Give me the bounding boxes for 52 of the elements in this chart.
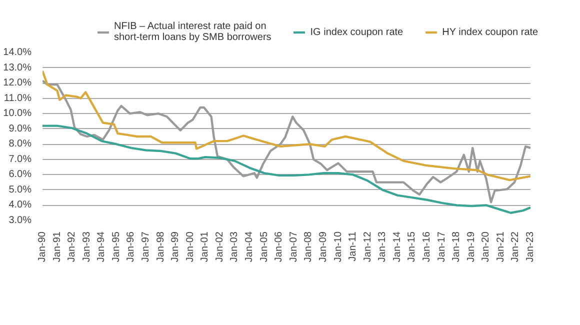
- x-tick-label: Jan-17: [436, 231, 448, 262]
- y-tick-label: 9.0%: [8, 123, 32, 134]
- x-tick-label: Jan-15: [406, 231, 418, 262]
- y-tick-label: 5.0%: [8, 184, 32, 196]
- x-tick-label: Jan-92: [66, 231, 78, 262]
- x-tick-label: Jan-18: [451, 231, 462, 262]
- x-tick-label: Jan-95: [110, 231, 122, 262]
- x-tick-label: Jan-90: [37, 231, 48, 262]
- y-tick-label: 7.0%: [8, 154, 32, 165]
- line-series: [42, 70, 530, 182]
- legend-label: HY index coupon rate: [442, 26, 538, 40]
- legend-label: IG index coupon rate: [310, 26, 404, 40]
- x-tick-label: Jan-01: [200, 231, 211, 262]
- x-tick-label: Jan-03: [229, 231, 240, 262]
- x-tick-label: Jan-05: [258, 231, 270, 262]
- x-tick-label: Jan-10: [332, 231, 344, 262]
- x-tick-label: Jan-12: [362, 231, 374, 262]
- y-tick-label: 6.0%: [8, 169, 32, 180]
- y-tick-label: 12.0%: [3, 78, 32, 89]
- x-tick-label: Jan-23: [525, 231, 536, 262]
- x-tick-label: Jan-22: [510, 231, 522, 262]
- x-tick-label: Jan-07: [288, 231, 300, 262]
- line-series: [42, 80, 530, 204]
- y-tick-label: 13.0%: [3, 62, 32, 74]
- x-tick-label: Jan-91: [52, 231, 63, 262]
- x-tick-label: Jan-16: [421, 231, 432, 262]
- x-tick-label: Jan-99: [170, 231, 182, 262]
- x-tick-label: Jan-14: [392, 231, 403, 262]
- x-tick-label: Jan-04: [244, 231, 256, 262]
- y-tick-label: 4.0%: [8, 200, 32, 211]
- legend-label: NFIB – Actual interest rate paid on short-term loans by SMB borrowers: [114, 20, 272, 44]
- x-tick-label: Jan-06: [274, 231, 285, 262]
- x-tick-label: Jan-93: [81, 231, 92, 262]
- x-tick-label: Jan-08: [303, 231, 314, 262]
- x-tick-label: Jan-11: [348, 231, 359, 262]
- x-tick-label: Jan-09: [318, 231, 329, 262]
- x-tick-label: Jan-98: [155, 231, 166, 262]
- x-tick-label: Jan-19: [466, 231, 477, 262]
- y-tick-label: 10.0%: [3, 108, 32, 120]
- x-tick-label: Jan-94: [96, 231, 108, 262]
- y-tick-label: 8.0%: [8, 138, 32, 150]
- y-tick-label: 11.0%: [4, 92, 32, 104]
- line-series: [42, 124, 530, 214]
- x-tick-label: Jan-00: [184, 231, 196, 262]
- x-tick-label: Jan-20: [480, 231, 492, 262]
- y-tick-label: 14.0%: [3, 47, 32, 58]
- x-tick-label: Jan-97: [140, 231, 152, 262]
- y-tick-label: 3.0%: [8, 215, 32, 226]
- x-tick-label: Jan-21: [495, 231, 506, 262]
- x-tick-label: Jan-13: [377, 231, 388, 262]
- x-tick-label: Jan-96: [126, 231, 137, 262]
- x-tick-label: Jan-02: [214, 231, 226, 262]
